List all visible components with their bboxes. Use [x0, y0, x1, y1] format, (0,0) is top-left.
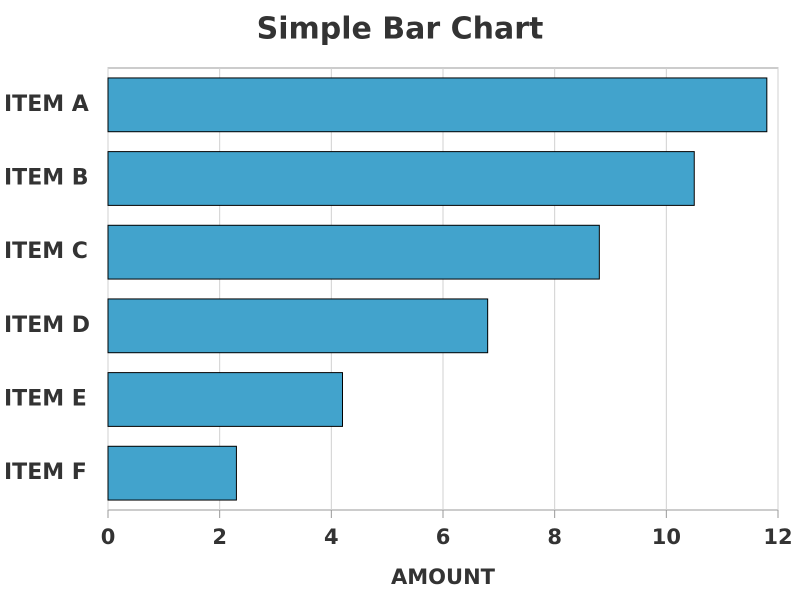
- chart-title: Simple Bar Chart: [257, 12, 544, 47]
- y-tick-label: ITEM D: [4, 313, 90, 338]
- y-tick-label: ITEM E: [4, 387, 87, 412]
- bar: [107, 151, 695, 206]
- y-tick-label: ITEM B: [4, 166, 89, 191]
- x-tick-label: 6: [436, 525, 451, 549]
- y-tick-label: ITEM F: [4, 460, 87, 485]
- x-tick-label: 0: [101, 525, 116, 549]
- bar: [107, 298, 489, 354]
- x-tick-label: 8: [547, 525, 562, 549]
- bar: [107, 77, 768, 133]
- bar: [107, 224, 600, 280]
- x-axis-label: AMOUNT: [391, 565, 496, 589]
- bar: [107, 445, 237, 501]
- x-tick-label: 2: [212, 525, 227, 549]
- x-tick-label: 10: [652, 525, 681, 549]
- y-tick-label: ITEM C: [4, 239, 88, 264]
- x-tick-label: 4: [324, 525, 339, 549]
- bar: [107, 372, 343, 427]
- y-tick-label: ITEM A: [4, 92, 89, 117]
- x-tick-label: 12: [763, 525, 792, 549]
